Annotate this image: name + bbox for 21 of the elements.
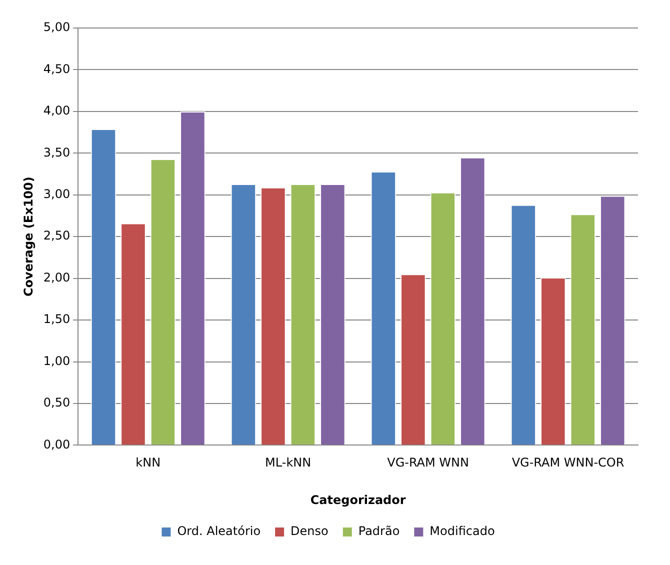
y-tick-label: 4,00 [43, 104, 70, 118]
y-tick-label: 1,50 [43, 312, 70, 326]
y-tick-label: 3,50 [43, 145, 70, 160]
y-tick-label: 2,00 [43, 270, 70, 284]
y-tick-label: 3,00 [43, 187, 70, 202]
y-tick-label: 0,50 [43, 396, 70, 410]
x-tick-label: VG-RAM WNN [387, 456, 469, 470]
y-tick-label: 1,00 [43, 354, 70, 368]
y-tick-label: 5,00 [43, 20, 70, 34]
x-tick-label: kNN [136, 456, 161, 470]
x-axis-title: Categorizador [310, 492, 406, 507]
legend-label: Padrão [358, 524, 400, 538]
y-tick-label: 2,50 [43, 228, 70, 243]
legend-label: Denso [290, 524, 328, 538]
legend-label: Ord. Aleatório [177, 524, 261, 538]
y-tick-label: 4,50 [43, 62, 70, 76]
legend-label: Modificado [430, 524, 495, 538]
y-axis-title: Coverage (Ex100) [21, 176, 36, 297]
y-tick-label: 0,00 [43, 437, 70, 452]
x-tick-label: ML-kNN [265, 456, 312, 470]
x-tick-label: VG-RAM WNN-COR [512, 456, 624, 470]
